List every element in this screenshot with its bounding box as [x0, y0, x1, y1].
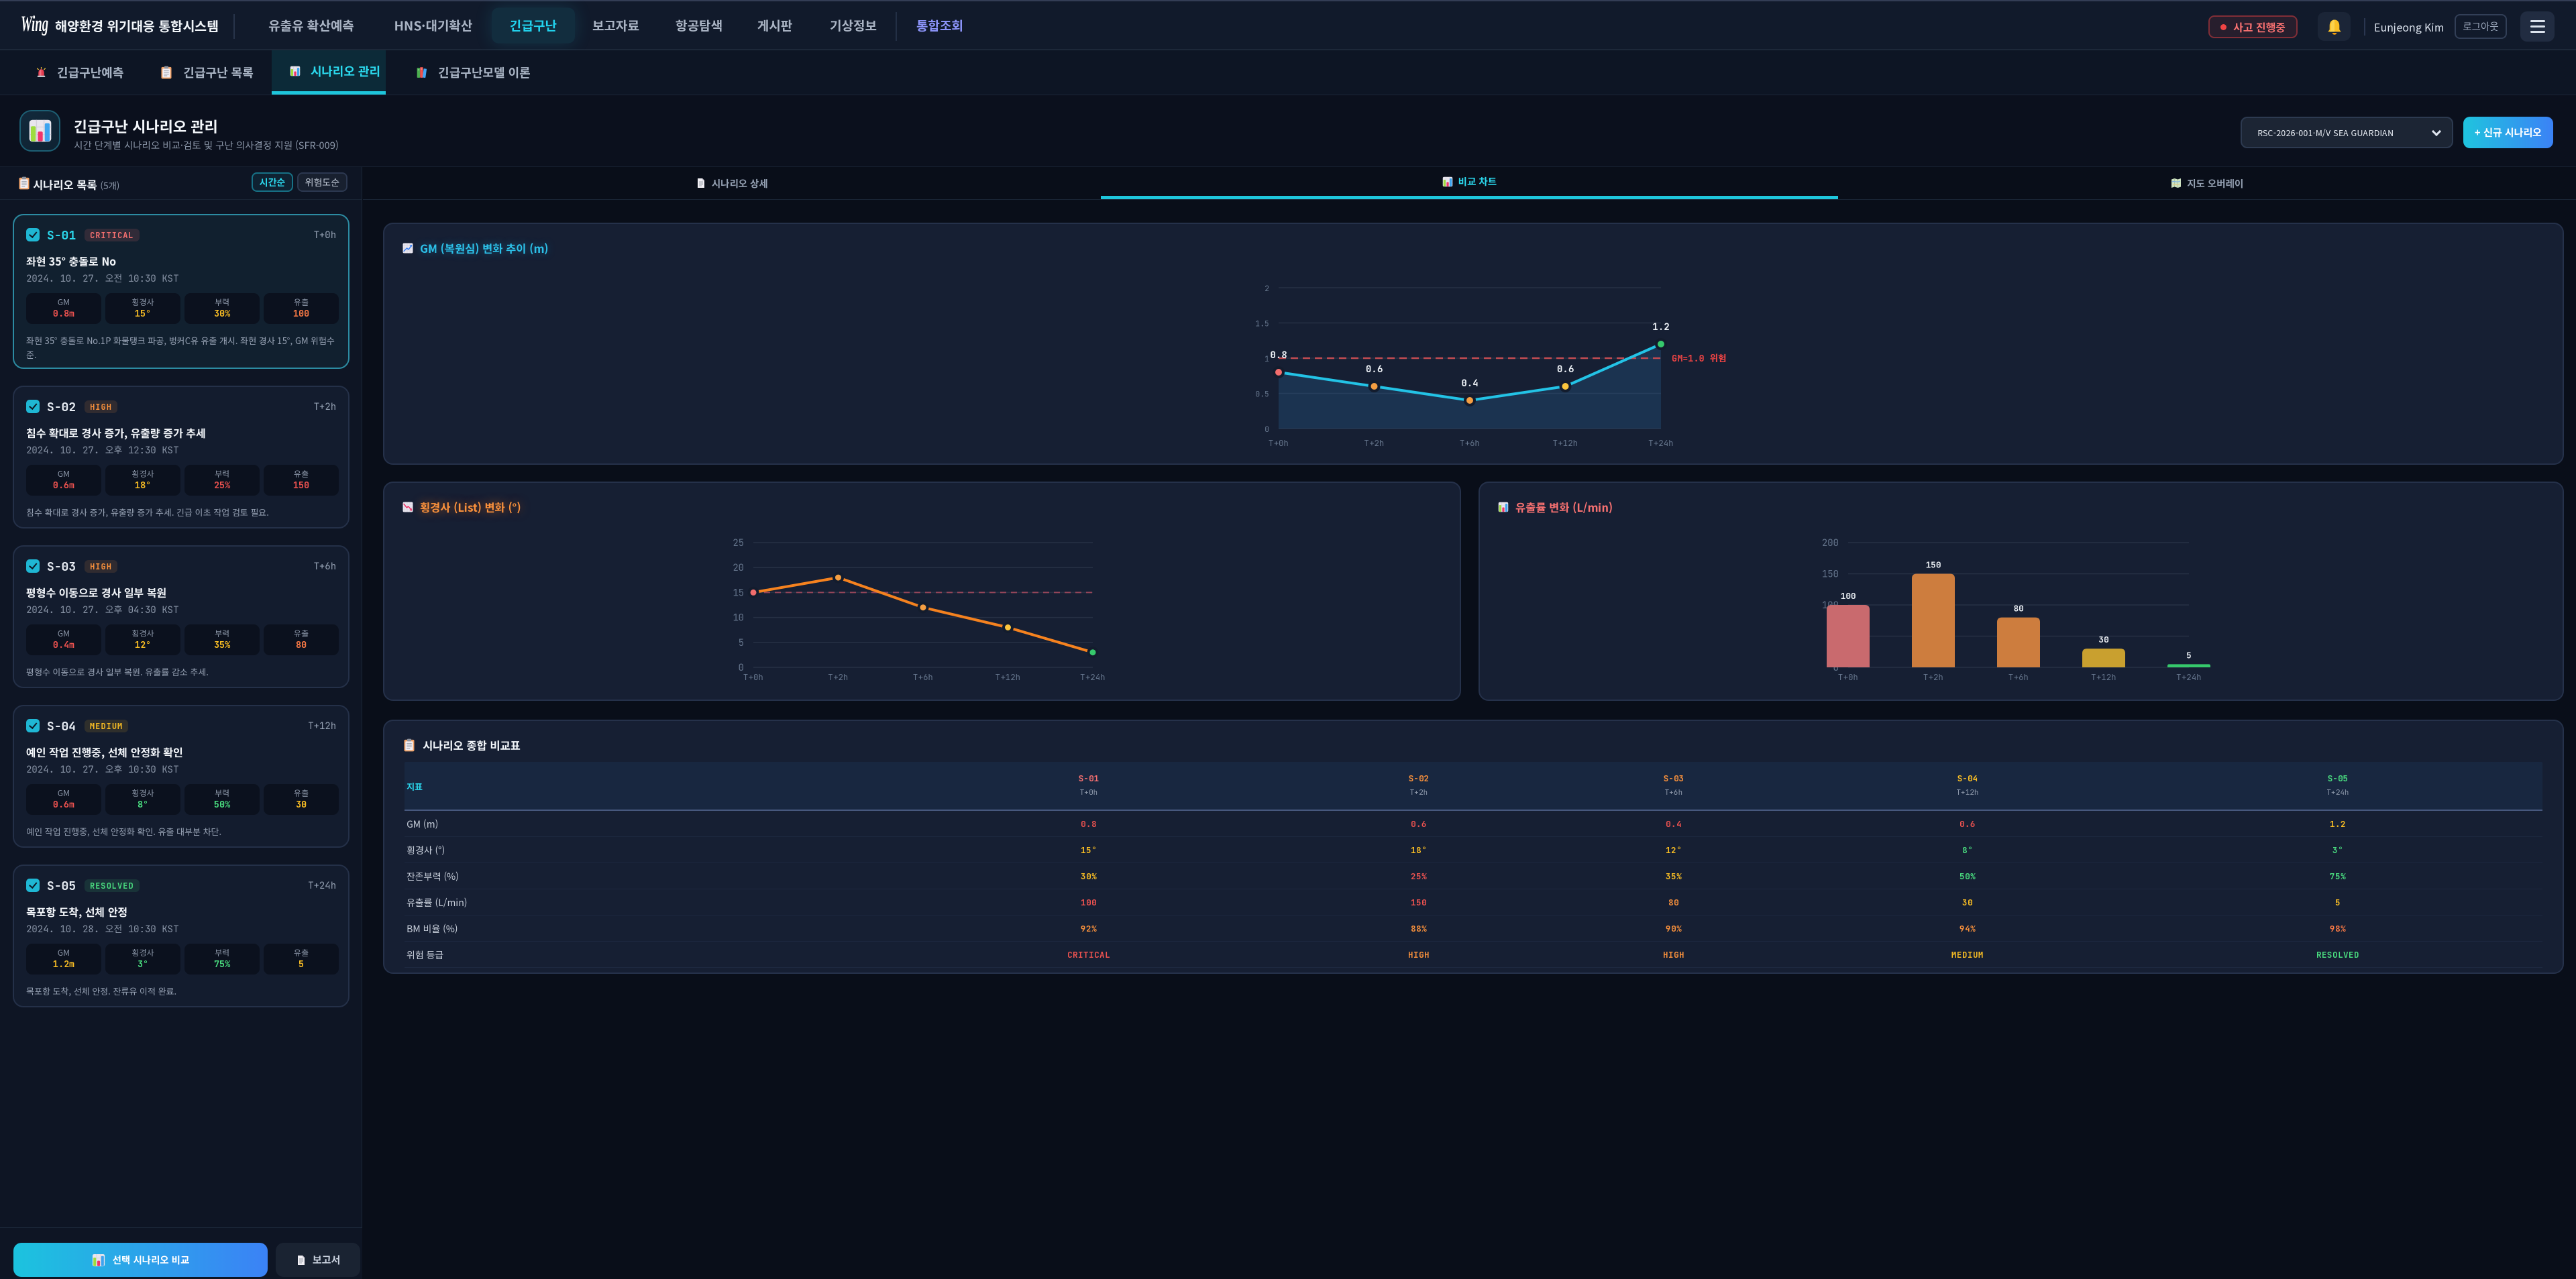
svg-text:0.6: 0.6 [1366, 364, 1383, 376]
svg-text:T+12h: T+12h [1553, 437, 1578, 449]
svg-text:150: 150 [1822, 569, 1839, 581]
svg-text:GM=1.0 위험: GM=1.0 위험 [1672, 353, 1727, 365]
svg-text:1.5: 1.5 [1255, 319, 1269, 329]
svg-text:T+0h: T+0h [1838, 671, 1858, 683]
svg-text:T+12h: T+12h [996, 671, 1021, 683]
svg-text:30: 30 [2098, 634, 2108, 645]
svg-text:5: 5 [2186, 649, 2192, 661]
svg-text:T+0h: T+0h [1269, 437, 1289, 449]
svg-text:15: 15 [733, 587, 744, 599]
svg-text:1.2: 1.2 [1652, 321, 1669, 333]
svg-text:T+6h: T+6h [913, 671, 933, 683]
svg-text:5: 5 [739, 637, 745, 649]
svg-text:80: 80 [2013, 603, 2023, 614]
svg-text:150: 150 [1926, 559, 1941, 571]
svg-text:0.8: 0.8 [1270, 349, 1287, 362]
svg-text:0: 0 [1833, 662, 1839, 674]
svg-text:T+24h: T+24h [1080, 671, 1106, 683]
svg-text:T+24h: T+24h [1648, 437, 1674, 449]
svg-text:T+6h: T+6h [2008, 671, 2029, 683]
svg-text:0.5: 0.5 [1255, 390, 1269, 400]
svg-text:T+6h: T+6h [1460, 437, 1480, 449]
svg-text:10: 10 [733, 612, 744, 624]
svg-text:0.6: 0.6 [1557, 364, 1574, 376]
svg-text:1: 1 [1265, 354, 1269, 364]
svg-text:T+2h: T+2h [1923, 671, 1943, 683]
svg-text:T+12h: T+12h [2091, 671, 2116, 683]
svg-text:100: 100 [1841, 590, 1856, 602]
svg-text:20: 20 [733, 562, 744, 574]
svg-text:200: 200 [1822, 537, 1839, 549]
svg-text:T+0h: T+0h [743, 671, 763, 683]
svg-text:T+2h: T+2h [828, 671, 848, 683]
svg-text:0: 0 [1265, 425, 1269, 435]
svg-text:0: 0 [739, 662, 744, 674]
svg-text:T+24h: T+24h [2176, 671, 2202, 683]
svg-text:0.4: 0.4 [1461, 378, 1478, 390]
svg-text:25: 25 [733, 537, 744, 549]
svg-text:2: 2 [1265, 284, 1269, 294]
svg-text:T+2h: T+2h [1364, 437, 1384, 449]
